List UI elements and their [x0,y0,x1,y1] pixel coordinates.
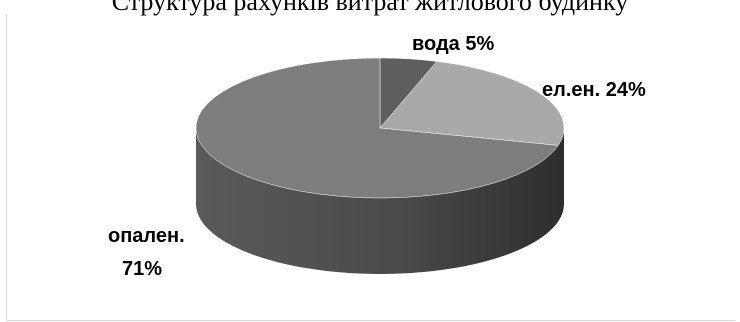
chart-area [6,14,735,321]
data-label-opalen-value: 71% [122,258,162,280]
cropped-heading-text: Структура рахунків витрат житлового буди… [111,0,629,16]
data-label-opalen-name: опален. [108,225,185,247]
pie-top-layer [195,57,565,199]
pie-slice-1 [379,61,565,146]
pie-side-wall [196,128,564,274]
pie-side-layer [196,128,564,274]
data-label-voda: вода 5% [412,33,494,55]
pie-slice-2 [195,57,559,199]
data-label-el-en: ел.ен. 24% [542,79,646,101]
